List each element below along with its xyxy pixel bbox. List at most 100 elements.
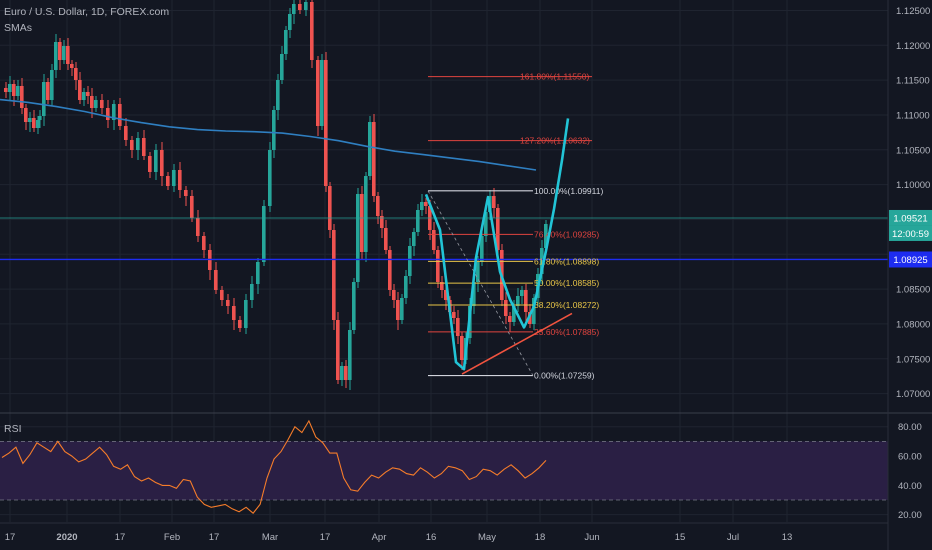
candle-body[interactable] (480, 236, 484, 262)
candle-body[interactable] (328, 186, 332, 230)
candle-body[interactable] (276, 80, 280, 110)
candle-body[interactable] (16, 86, 20, 96)
candle-body[interactable] (472, 282, 476, 306)
candle-body[interactable] (106, 108, 110, 120)
indicator-label[interactable]: SMAs (4, 22, 33, 34)
candle-body[interactable] (202, 236, 206, 250)
candle-body[interactable] (66, 46, 70, 64)
candle-body[interactable] (388, 250, 392, 290)
candle-body[interactable] (160, 150, 164, 176)
candle-body[interactable] (544, 224, 548, 248)
candle-body[interactable] (496, 208, 500, 250)
candle-body[interactable] (12, 84, 16, 96)
rsi-label[interactable]: RSI (4, 423, 22, 435)
candle-body[interactable] (58, 42, 62, 60)
rsi-line[interactable] (1, 419, 547, 514)
candle-body[interactable] (32, 118, 36, 128)
candle-body[interactable] (524, 290, 528, 312)
candle-body[interactable] (232, 306, 236, 320)
candle-body[interactable] (190, 196, 194, 218)
candle-body[interactable] (364, 176, 368, 252)
candle-body[interactable] (304, 2, 308, 10)
candle-body[interactable] (416, 210, 420, 232)
candle-body[interactable] (504, 300, 508, 316)
candle-body[interactable] (424, 202, 428, 206)
candle-body[interactable] (250, 284, 254, 300)
candle-body[interactable] (46, 82, 50, 100)
candle-body[interactable] (196, 218, 200, 236)
candle-body[interactable] (28, 118, 32, 122)
candle-body[interactable] (154, 150, 158, 172)
candle-body[interactable] (256, 262, 260, 284)
candle-body[interactable] (54, 42, 58, 70)
projection-path[interactable] (424, 118, 570, 371)
candle-body[interactable] (320, 60, 324, 126)
candle-body[interactable] (226, 300, 230, 306)
candle-body[interactable] (136, 138, 140, 150)
candle-body[interactable] (404, 276, 408, 298)
candle-body[interactable] (86, 92, 90, 96)
candle-body[interactable] (456, 318, 460, 336)
candle-body[interactable] (460, 336, 464, 360)
candle-body[interactable] (336, 320, 340, 380)
candle-body[interactable] (368, 122, 372, 176)
candle-body[interactable] (512, 306, 516, 322)
candle-body[interactable] (166, 176, 170, 186)
candle-body[interactable] (124, 126, 128, 140)
candle-body[interactable] (520, 290, 524, 296)
candle-body[interactable] (408, 246, 412, 276)
candle-body[interactable] (82, 92, 86, 100)
candle-body[interactable] (268, 150, 272, 206)
candle-body[interactable] (4, 88, 8, 92)
candle-body[interactable] (178, 170, 182, 190)
candle-body[interactable] (172, 170, 176, 186)
candle-body[interactable] (396, 300, 400, 320)
candle-body[interactable] (432, 230, 436, 250)
candle-body[interactable] (118, 104, 122, 126)
candle-body[interactable] (244, 300, 248, 328)
candle-body[interactable] (298, 4, 302, 10)
candle-body[interactable] (50, 70, 54, 100)
candle-body[interactable] (492, 196, 496, 208)
candle-body[interactable] (36, 120, 40, 128)
candle-body[interactable] (284, 30, 288, 54)
candle-body[interactable] (436, 250, 440, 282)
candle-body[interactable] (90, 96, 94, 108)
candle-body[interactable] (532, 298, 536, 324)
candle-body[interactable] (420, 202, 424, 210)
main-plot[interactable]: 161.80%(1.11550) 127.20%(1.10632) 100.00%(… (0, 0, 888, 390)
candle-body[interactable] (516, 296, 520, 306)
trend-line[interactable] (461, 312, 573, 375)
candle-body[interactable] (376, 196, 380, 216)
candle-body[interactable] (344, 366, 348, 380)
candle-body[interactable] (392, 290, 396, 300)
candle-body[interactable] (380, 216, 384, 228)
candle-body[interactable] (214, 270, 218, 290)
candle-body[interactable] (384, 228, 388, 250)
candle-body[interactable] (238, 320, 242, 328)
candle-body[interactable] (142, 138, 146, 156)
candle-body[interactable] (272, 110, 276, 150)
candle-body[interactable] (288, 14, 292, 30)
candle-body[interactable] (70, 64, 74, 68)
candle-body[interactable] (372, 122, 376, 196)
candle-body[interactable] (476, 262, 480, 282)
candle-body[interactable] (100, 100, 104, 108)
candle-body[interactable] (356, 194, 360, 282)
candle-body[interactable] (94, 100, 98, 108)
candle-body[interactable] (452, 312, 456, 318)
candle-body[interactable] (444, 290, 448, 300)
candle-body[interactable] (20, 86, 24, 108)
candle-body[interactable] (38, 116, 42, 120)
candle-body[interactable] (184, 190, 188, 196)
candle-body[interactable] (280, 54, 284, 80)
candle-body[interactable] (400, 298, 404, 320)
candle-body[interactable] (412, 232, 416, 246)
candle-body[interactable] (352, 282, 356, 330)
candle-body[interactable] (42, 82, 46, 116)
candle-body[interactable] (310, 2, 314, 60)
candle-body[interactable] (112, 104, 116, 120)
candle-body[interactable] (74, 68, 78, 80)
rsi-plot[interactable] (0, 419, 888, 514)
